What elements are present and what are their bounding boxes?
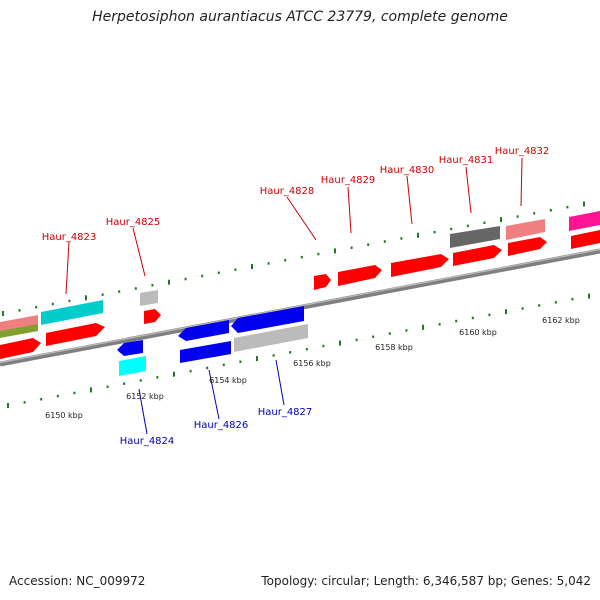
gene-block[interactable] [180,341,231,363]
topology-summary: Topology: circular; Length: 6,346,587 bp… [261,574,591,588]
gene-block-arrow[interactable] [231,306,304,333]
scale-label-6158: 6158 kbp [375,343,413,352]
gene-block-arrow[interactable] [314,274,331,290]
gene-block-arrow[interactable] [453,245,502,266]
leader-line [275,359,285,406]
scale-label-6160: 6160 kbp [459,328,497,337]
gene-block[interactable] [0,324,38,338]
tick-row-lower [7,293,590,408]
scale-labels: 6150 kbp 6152 kbp 6154 kbp 6156 kbp 6158… [45,316,580,420]
gene-label-haur-4827[interactable]: Haur_4827 [258,407,313,418]
gene-block-arrow[interactable] [391,254,449,277]
scale-label-6156: 6156 kbp [293,359,331,368]
leader-line [208,369,220,420]
genome-backbone-highlight [0,248,600,364]
accession-label: Accession: NC_009972 [9,574,146,588]
gene-block[interactable] [506,219,545,240]
gene-label-haur-4823[interactable]: Haur_4823 [42,232,97,243]
gene-block-arrow[interactable] [338,265,382,286]
gene-track [0,211,600,376]
leader-line [347,186,352,234]
gene-block[interactable] [119,356,146,376]
tick-row-upper [2,201,585,316]
forward-gene-labels: Haur_4823 Haur_4825 Haur_4828 Haur_4829 … [42,146,550,243]
gene-label-haur-4832[interactable]: Haur_4832 [495,146,550,157]
scale-label-6162: 6162 kbp [542,316,580,325]
gene-block-arrow[interactable] [117,340,143,356]
gene-block[interactable] [140,290,158,306]
gene-block-arrow[interactable] [178,320,229,341]
gene-block-arrow[interactable] [508,237,547,256]
genome-title: Herpetosiphon aurantiacus ATCC 23779, co… [92,9,508,25]
scale-label-6152: 6152 kbp [126,392,164,401]
gene-label-haur-4830[interactable]: Haur_4830 [380,165,435,176]
gene-label-haur-4824[interactable]: Haur_4824 [120,436,175,447]
gene-block[interactable] [450,226,500,248]
leader-line [520,157,523,207]
gene-label-haur-4831[interactable]: Haur_4831 [439,155,494,166]
label-leaders [65,157,523,435]
gene-block[interactable] [0,315,38,332]
gene-label-haur-4828[interactable]: Haur_4828 [260,186,315,197]
gene-block-arrow[interactable] [46,323,105,346]
gene-label-haur-4826[interactable]: Haur_4826 [194,420,249,431]
gene-block[interactable] [569,211,600,231]
reverse-gene-labels: Haur_4824 Haur_4826 Haur_4827 [120,407,313,447]
scale-label-6150: 6150 kbp [45,411,83,420]
scale-label-6154: 6154 kbp [209,376,247,385]
gene-block-arrow[interactable] [0,338,41,359]
gene-block-arrow[interactable] [144,309,161,324]
leader-line [286,196,317,241]
gene-label-haur-4829[interactable]: Haur_4829 [321,175,376,186]
gene-block[interactable] [41,300,103,325]
leader-line [465,166,472,214]
gene-block[interactable] [571,230,600,249]
gene-block[interactable] [234,324,308,352]
leader-line [65,241,70,295]
leader-line [132,227,146,277]
gene-label-haur-4825[interactable]: Haur_4825 [106,217,161,228]
leader-line [138,388,148,435]
leader-line [406,175,413,225]
